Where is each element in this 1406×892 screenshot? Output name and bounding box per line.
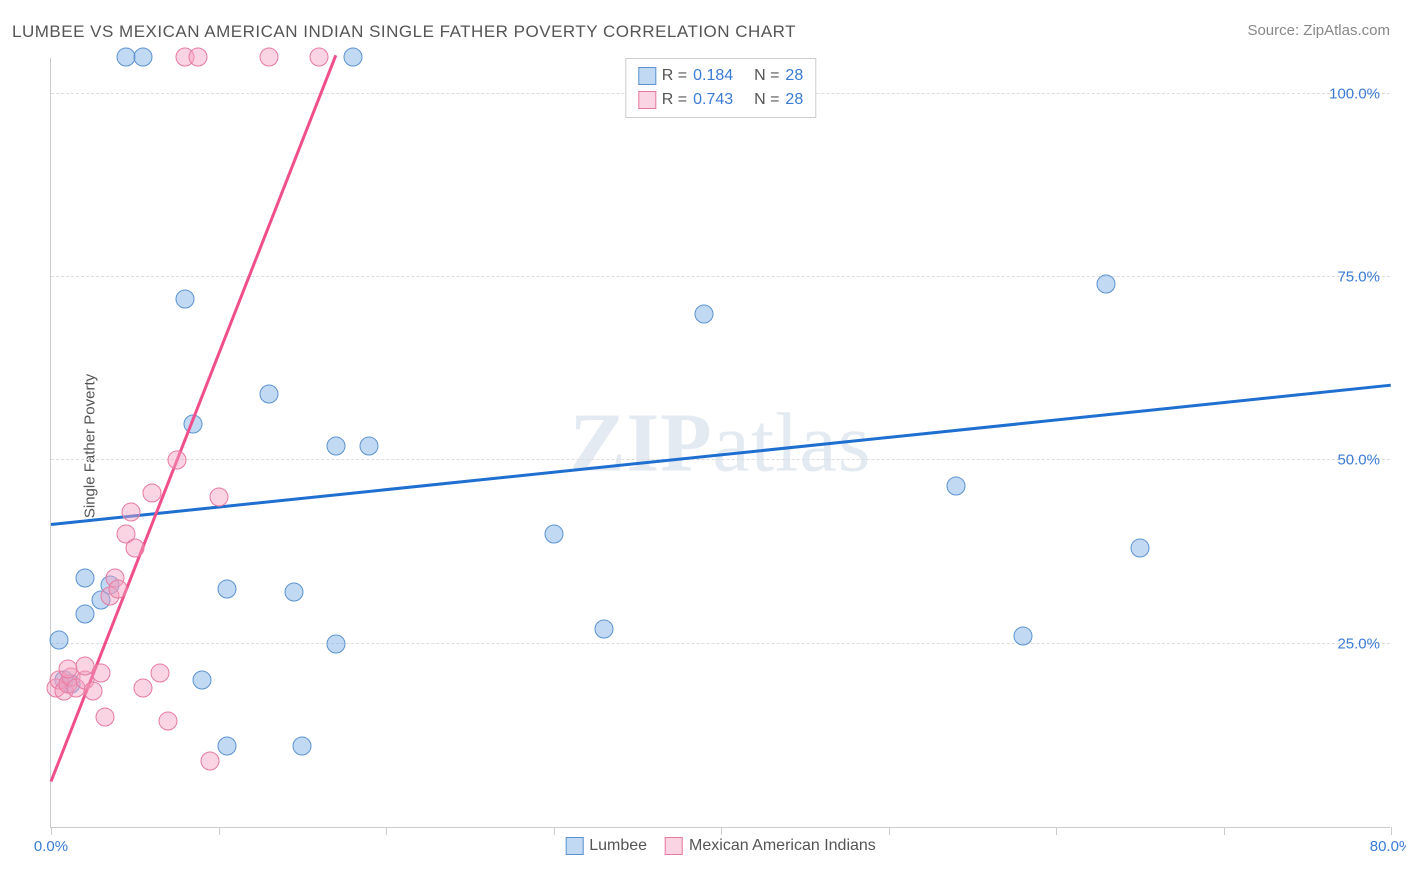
y-tick-label: 25.0%	[1337, 635, 1380, 652]
data-point	[176, 290, 195, 309]
data-point	[189, 48, 208, 67]
y-tick-label: 50.0%	[1337, 452, 1380, 469]
data-point	[150, 664, 169, 683]
data-point	[1097, 275, 1116, 294]
data-point	[75, 605, 94, 624]
data-point	[946, 477, 965, 496]
chart-title: LUMBEE VS MEXICAN AMERICAN INDIAN SINGLE…	[12, 22, 796, 42]
y-tick-label: 75.0%	[1337, 269, 1380, 286]
legend-item: Lumbee	[565, 837, 647, 855]
legend-item: Mexican American Indians	[665, 837, 876, 855]
legend-correlation: R = 0.184 N = 28R = 0.743 N = 28	[625, 58, 816, 118]
x-tick	[721, 827, 722, 835]
legend-row: R = 0.743 N = 28	[638, 88, 803, 112]
x-tick-label: 0.0%	[34, 838, 68, 855]
x-tick	[386, 827, 387, 835]
legend-label: Lumbee	[589, 837, 647, 855]
data-point	[83, 682, 102, 701]
data-point	[142, 484, 161, 503]
data-point	[343, 48, 362, 67]
x-tick	[1056, 827, 1057, 835]
data-point	[201, 752, 220, 771]
data-point	[326, 436, 345, 455]
data-point	[1130, 539, 1149, 558]
legend-series: Lumbee Mexican American Indians	[565, 837, 876, 855]
data-point	[109, 579, 128, 598]
data-point	[293, 737, 312, 756]
data-point	[134, 48, 153, 67]
data-point	[159, 711, 178, 730]
data-point	[326, 634, 345, 653]
data-point	[167, 451, 186, 470]
legend-label: Mexican American Indians	[689, 837, 876, 855]
data-point	[192, 671, 211, 690]
data-point	[95, 708, 114, 727]
data-point	[259, 385, 278, 404]
data-point	[50, 631, 69, 650]
data-point	[360, 436, 379, 455]
x-tick	[554, 827, 555, 835]
x-tick	[51, 827, 52, 835]
legend-row: R = 0.184 N = 28	[638, 64, 803, 88]
data-point	[92, 664, 111, 683]
x-tick	[1224, 827, 1225, 835]
data-point	[1013, 627, 1032, 646]
data-point	[695, 304, 714, 323]
data-point	[75, 568, 94, 587]
data-point	[134, 678, 153, 697]
y-tick-label: 100.0%	[1329, 85, 1380, 102]
data-point	[217, 737, 236, 756]
data-point	[594, 620, 613, 639]
data-point	[544, 524, 563, 543]
data-point	[125, 539, 144, 558]
legend-swatch	[638, 91, 656, 109]
gridline	[51, 643, 1390, 644]
gridline	[51, 459, 1390, 460]
watermark-bold: ZIP	[570, 396, 713, 489]
legend-swatch	[665, 837, 683, 855]
data-point	[209, 488, 228, 507]
x-tick	[1391, 827, 1392, 835]
data-point	[217, 579, 236, 598]
trend-line	[51, 384, 1391, 526]
x-tick-label: 80.0%	[1370, 838, 1406, 855]
data-point	[122, 502, 141, 521]
gridline	[51, 276, 1390, 277]
x-tick	[219, 827, 220, 835]
legend-swatch	[565, 837, 583, 855]
legend-swatch	[638, 67, 656, 85]
data-point	[259, 48, 278, 67]
plot-area: ZIPatlas R = 0.184 N = 28R = 0.743 N = 2…	[50, 58, 1390, 828]
data-point	[310, 48, 329, 67]
source-label: Source: ZipAtlas.com	[1247, 22, 1390, 39]
x-tick	[889, 827, 890, 835]
data-point	[284, 583, 303, 602]
